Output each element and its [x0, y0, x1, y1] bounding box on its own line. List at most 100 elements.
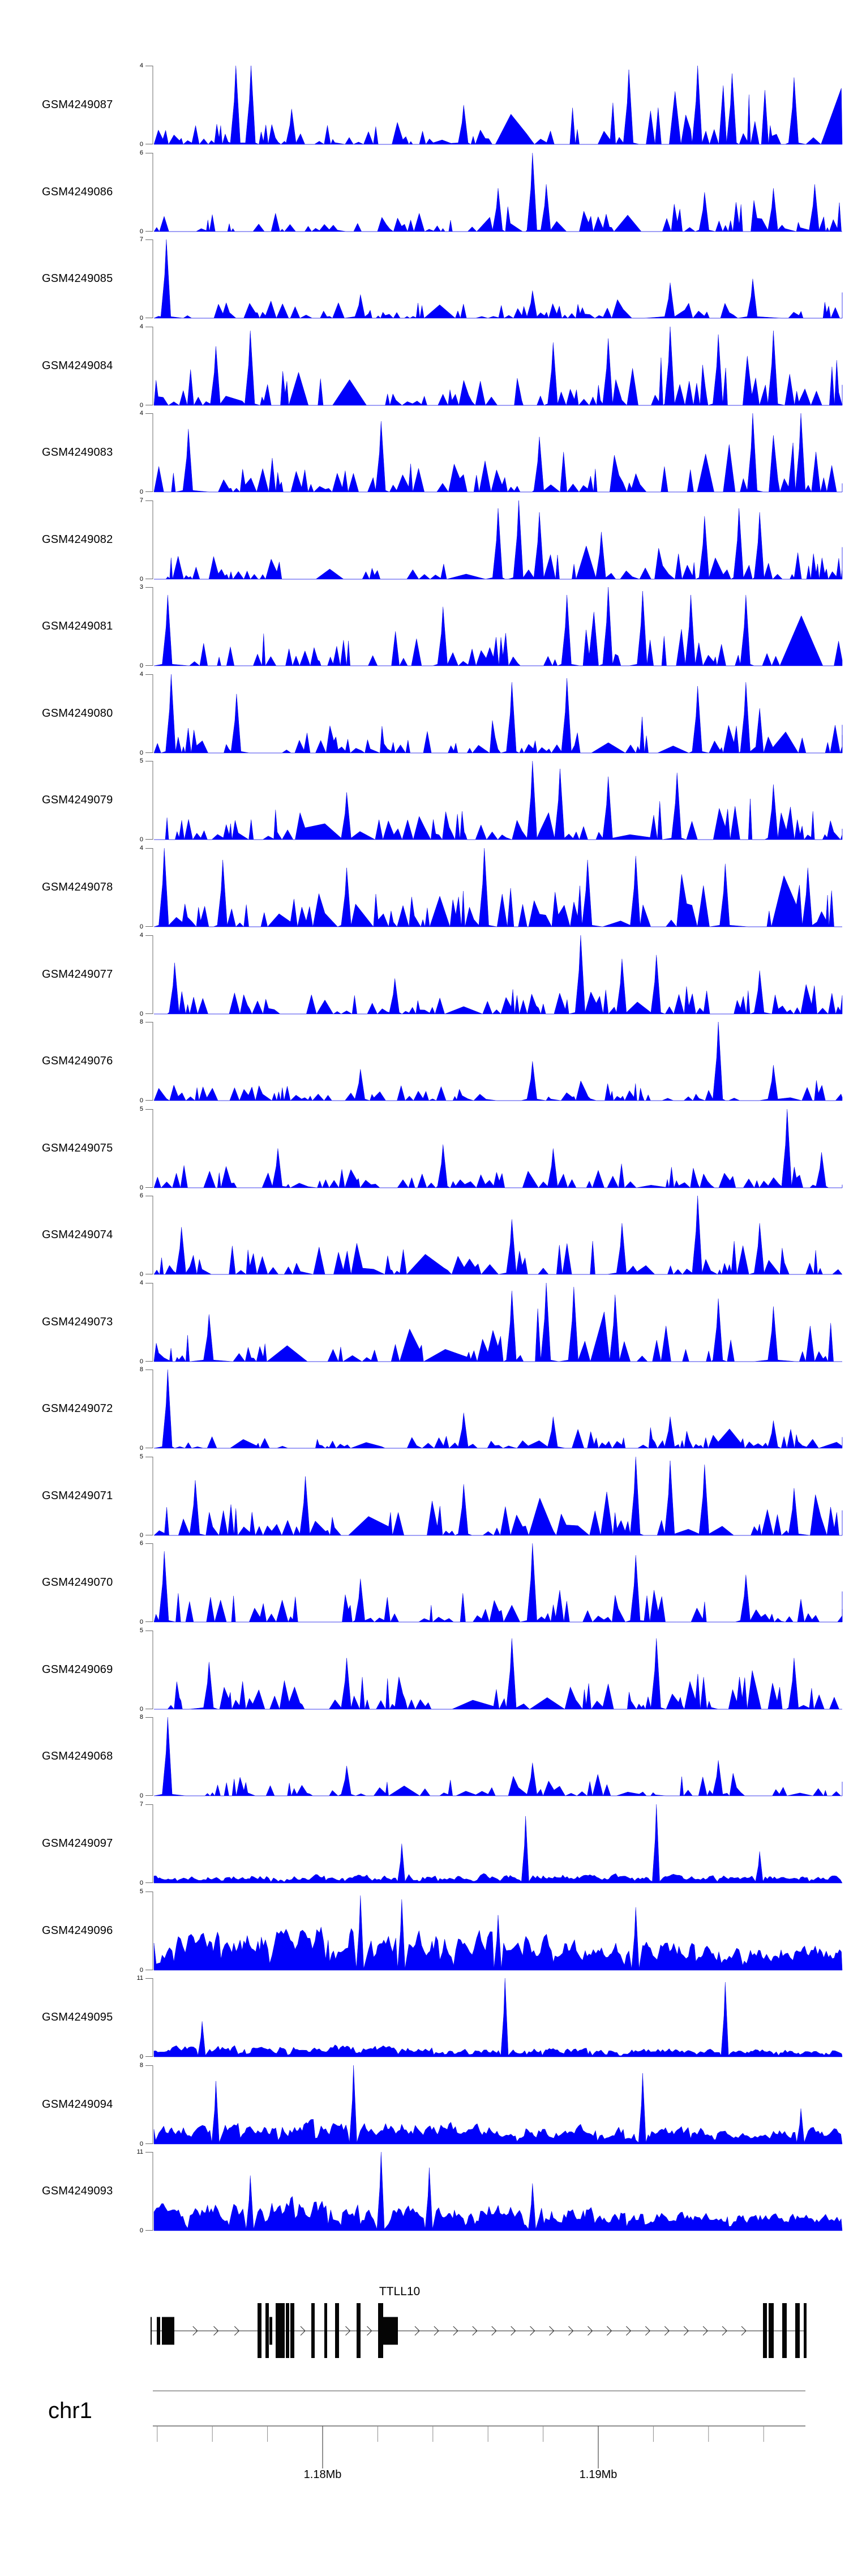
- y-axis-zero-label: 0: [139, 1619, 143, 1625]
- axis-tick-label-right: 1.19Mb: [579, 2468, 618, 2481]
- signal-area-plot: [145, 761, 843, 840]
- signal-area-plot: [145, 327, 843, 406]
- y-axis-max-label: 6: [139, 149, 143, 156]
- y-axis-zero-label: 0: [139, 836, 143, 843]
- y-axis-max-label: 5: [139, 1106, 143, 1112]
- chromosome-label: chr1: [48, 2398, 92, 2423]
- y-axis-max-label: 8: [139, 1019, 143, 1025]
- signal-area-plot: [145, 1717, 843, 1796]
- y-axis-max-label: 4: [139, 932, 143, 939]
- y-axis-max-label: 8: [139, 1714, 143, 1721]
- track-GSM4249069: GSM4249069 5 0: [0, 1627, 849, 1713]
- genome-axis-ruler: [153, 2390, 805, 2468]
- track-GSM4249094: GSM4249094 8 0: [0, 2062, 849, 2147]
- y-axis-max-label: 7: [139, 497, 143, 504]
- y-axis-zero-label: 0: [139, 489, 143, 495]
- y-axis-zero-label: 0: [139, 2141, 143, 2147]
- y-axis-zero-label: 0: [139, 1445, 143, 1452]
- signal-area-plot: [145, 1457, 843, 1536]
- y-axis-max-label: 4: [139, 1280, 143, 1286]
- sample-track-label: GSM4249082: [42, 533, 113, 546]
- y-axis-max-label: 5: [139, 1453, 143, 1460]
- y-axis-zero-label: 0: [139, 1532, 143, 1539]
- track-GSM4249071: GSM4249071 5 0: [0, 1453, 849, 1539]
- sample-track-label: GSM4249074: [42, 1229, 113, 1241]
- track-GSM4249078: GSM4249078 4 0: [0, 845, 849, 930]
- y-axis-zero-label: 0: [139, 1358, 143, 1365]
- y-axis-max-label: 4: [139, 671, 143, 678]
- track-GSM4249096: GSM4249096 5 0: [0, 1888, 849, 1974]
- signal-area-plot: [145, 1543, 843, 1623]
- sample-track-label: GSM4249073: [42, 1316, 113, 1328]
- y-axis-zero-label: 0: [139, 1706, 143, 1713]
- y-axis-max-label: 4: [139, 62, 143, 69]
- y-axis-max-label: 5: [139, 1627, 143, 1634]
- track-GSM4249095: GSM4249095 11 0: [0, 1975, 849, 2060]
- track-GSM4249074: GSM4249074 6 0: [0, 1192, 849, 1278]
- sample-track-label: GSM4249086: [42, 186, 113, 198]
- track-GSM4249082: GSM4249082 7 0: [0, 497, 849, 583]
- track-GSM4249077: GSM4249077 4 0: [0, 932, 849, 1017]
- y-axis-zero-label: 0: [139, 1097, 143, 1104]
- y-axis-zero-label: 0: [139, 2227, 143, 2234]
- track-GSM4249075: GSM4249075 5 0: [0, 1106, 849, 1191]
- signal-area-plot: [145, 1804, 843, 1884]
- sample-track-label: GSM4249076: [42, 1055, 113, 1067]
- track-GSM4249086: GSM4249086 6 0: [0, 149, 849, 235]
- track-GSM4249080: GSM4249080 4 0: [0, 671, 849, 756]
- y-axis-zero-label: 0: [139, 1967, 143, 1974]
- track-GSM4249097: GSM4249097 7 0: [0, 1801, 849, 1886]
- y-axis-zero-label: 0: [139, 750, 143, 756]
- signal-area-plot: [145, 1109, 843, 1188]
- signal-area-plot: [145, 2065, 843, 2145]
- sample-track-label: GSM4249094: [42, 2098, 113, 2111]
- gene-model-track: [151, 2303, 807, 2358]
- y-axis-zero-label: 0: [139, 576, 143, 583]
- track-GSM4249085: GSM4249085 7 0: [0, 236, 849, 322]
- sample-track-label: GSM4249068: [42, 1750, 113, 1762]
- signal-area-plot: [145, 239, 843, 319]
- sample-track-label: GSM4249087: [42, 99, 113, 111]
- signal-area-plot: [145, 1283, 842, 1362]
- track-GSM4249076: GSM4249076 8 0: [0, 1019, 849, 1104]
- signal-area-plot: [145, 1978, 843, 2057]
- sample-track-label: GSM4249081: [42, 620, 113, 632]
- y-axis-zero-label: 0: [139, 1792, 143, 1799]
- sample-track-label: GSM4249075: [42, 1142, 113, 1154]
- signal-area-plot: [145, 848, 842, 927]
- y-axis-max-label: 8: [139, 1366, 143, 1373]
- track-GSM4249084: GSM4249084 4 0: [0, 323, 849, 409]
- track-GSM4249072: GSM4249072 8 0: [0, 1366, 849, 1452]
- y-axis-zero-label: 0: [139, 1184, 143, 1191]
- y-axis-max-label: 11: [136, 1975, 143, 1982]
- track-GSM4249073: GSM4249073 4 0: [0, 1280, 849, 1365]
- y-axis-max-label: 4: [139, 323, 143, 330]
- signal-area-plot: [145, 153, 842, 232]
- signal-area-plot: [145, 66, 843, 145]
- y-axis-zero-label: 0: [139, 2053, 143, 2060]
- track-GSM4249079: GSM4249079 5 0: [0, 758, 849, 843]
- sample-track-label: GSM4249072: [42, 1402, 113, 1415]
- sample-track-label: GSM4249070: [42, 1576, 113, 1589]
- sample-track-label: GSM4249080: [42, 707, 113, 720]
- sample-track-label: GSM4249096: [42, 1924, 113, 1937]
- y-axis-max-label: 5: [139, 758, 143, 764]
- y-axis-max-label: 4: [139, 845, 143, 851]
- signal-area-plot: [145, 587, 843, 666]
- signal-area-plot: [145, 2152, 843, 2231]
- sample-track-label: GSM4249079: [42, 794, 113, 806]
- sample-track-label: GSM4249093: [42, 2185, 113, 2197]
- y-axis-zero-label: 0: [139, 228, 143, 235]
- sample-track-label: GSM4249084: [42, 360, 113, 372]
- signal-area-plot: [145, 935, 843, 1015]
- y-axis-zero-label: 0: [139, 923, 143, 930]
- track-GSM4249093: GSM4249093 11 0: [0, 2149, 849, 2234]
- y-axis-zero-label: 0: [139, 1011, 143, 1017]
- track-GSM4249083: GSM4249083 4 0: [0, 410, 849, 495]
- y-axis-max-label: 3: [139, 584, 143, 590]
- sample-track-label: GSM4249097: [42, 1837, 113, 1850]
- sample-track-label: GSM4249085: [42, 272, 113, 285]
- sample-track-label: GSM4249069: [42, 1663, 113, 1676]
- y-axis-zero-label: 0: [139, 1880, 143, 1886]
